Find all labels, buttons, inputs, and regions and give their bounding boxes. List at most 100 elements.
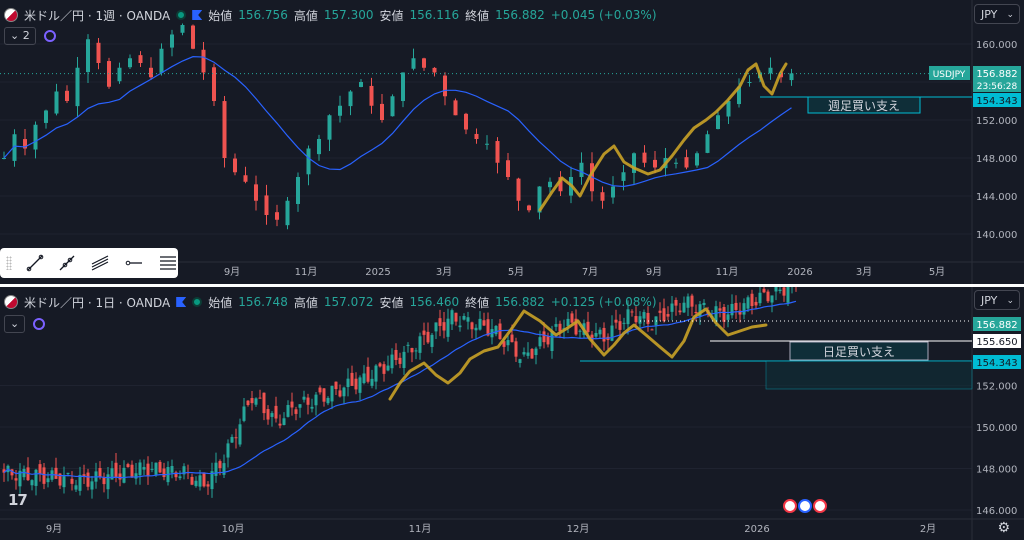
event-us-icon[interactable] [798, 499, 812, 513]
support-label-box [789, 341, 929, 361]
daily-chart-canvas[interactable]: 152.000 150.000 148.000 146.000 9月 10月 11月 12月 2… [0, 287, 1024, 540]
candle-body [254, 184, 258, 201]
candle-body [742, 303, 746, 315]
candle-body [334, 381, 338, 390]
candle-body [18, 470, 22, 487]
candle-body [266, 409, 270, 420]
daily-support-label: 日足買い支え [823, 345, 895, 359]
candle-body [374, 365, 378, 382]
candle-body [730, 303, 734, 316]
candle-body [117, 67, 122, 82]
candle-body [690, 295, 694, 307]
candle-body [138, 55, 143, 63]
candle-body [30, 480, 34, 486]
y-tick-label: 150.000 [976, 423, 1017, 434]
weekly-chart-canvas[interactable]: 160.000156.000152.000148.000144.000140.0… [0, 0, 1024, 284]
change-value: +0.125 (+0.08%) [550, 295, 657, 309]
candle-body [698, 304, 702, 317]
horizontal-ray-icon[interactable] [124, 254, 144, 272]
candle-body [422, 58, 426, 68]
collapse-indicators-button[interactable]: ⌄ [4, 315, 26, 333]
candle-body [590, 334, 594, 341]
usdjpy-flag-icon [4, 8, 18, 22]
candle-body [611, 186, 615, 198]
candle-body [346, 378, 350, 388]
candle-body [298, 404, 302, 408]
x-tick-label: 9月 [646, 266, 662, 278]
candle-body [558, 323, 562, 332]
candle-body [750, 293, 754, 307]
candle-body [162, 468, 166, 478]
flag-marker-icon[interactable] [192, 10, 203, 20]
candle-body [674, 299, 678, 306]
daily-symbol-title[interactable]: 米ドル／円 · 1日 · OANDA [24, 295, 171, 310]
event-us2-icon[interactable] [813, 499, 827, 513]
channel-icon[interactable] [90, 254, 110, 272]
currency-value: JPY [981, 8, 998, 21]
candle-body [426, 331, 430, 343]
currency-select[interactable]: JPY ⌄ [974, 4, 1020, 24]
candle-body [682, 302, 686, 313]
weekly-chart-pane[interactable]: 160.000156.000152.000148.000144.000140.0… [0, 0, 1024, 284]
x-tick-label: 9月 [46, 523, 62, 535]
daily-chart-pane[interactable]: 152.000 150.000 148.000 146.000 9月 10月 11月 12月 2… [0, 287, 1024, 540]
candle-body [518, 359, 522, 363]
currency-select[interactable]: JPY ⌄ [974, 290, 1020, 310]
candle-body [714, 306, 718, 323]
close-value: 156.882 [495, 295, 545, 309]
candle-body [350, 372, 354, 386]
candle-body [450, 310, 454, 325]
candle-body [106, 474, 110, 490]
candle-body [458, 325, 462, 328]
candle-body [54, 467, 58, 479]
drag-handle-icon[interactable] [6, 256, 12, 270]
candle-body [226, 443, 230, 458]
x-tick-label: 12月 [567, 523, 590, 535]
x-tick-label: 2月 [920, 523, 936, 535]
candle-body [33, 124, 38, 150]
candle-body [330, 385, 334, 402]
candle-body [23, 139, 27, 149]
level-tag: 155.650 [976, 337, 1017, 348]
chevron-down-icon: ⌄ [1006, 10, 1014, 20]
indicator-count: 2 [22, 29, 30, 42]
candle-body [614, 319, 618, 323]
candle-body [102, 477, 106, 485]
event-jp-icon[interactable] [783, 499, 797, 513]
flag-marker-icon[interactable] [176, 297, 187, 307]
candle-body [191, 25, 195, 49]
settings-gear-icon[interactable]: ⚙ [997, 520, 1010, 536]
trend-line-icon[interactable] [26, 254, 44, 272]
candle-body [653, 159, 657, 168]
candle-body [778, 289, 782, 292]
candle-body [194, 480, 198, 487]
ray-icon[interactable] [58, 254, 76, 272]
candle-body [422, 330, 426, 335]
candle-body [338, 390, 342, 397]
loop-icon[interactable] [43, 30, 56, 42]
candle-body [178, 476, 182, 479]
collapse-indicators-button[interactable]: ⌄ 2 [4, 27, 36, 45]
fib-levels-icon[interactable] [158, 254, 178, 272]
tradingview-logo[interactable]: 17 [8, 491, 28, 509]
market-open-icon [176, 10, 187, 20]
candle-body [258, 397, 262, 399]
x-tick-label: 10月 [222, 523, 245, 535]
candle-body [411, 58, 416, 69]
loop-icon[interactable] [33, 318, 46, 330]
candle-body [182, 466, 186, 475]
candle-body [264, 195, 269, 215]
candle-body [634, 316, 638, 323]
candle-body [366, 366, 370, 382]
pane-divider[interactable] [0, 284, 1024, 287]
candle-body [537, 186, 542, 213]
candle-body [250, 398, 254, 404]
y-tick-label: 148.000 [976, 465, 1017, 476]
candle-body [694, 311, 698, 314]
moving-average-line [3, 300, 797, 479]
candle-body [242, 406, 246, 421]
candle-body [406, 344, 410, 346]
candle-body [369, 85, 374, 106]
weekly-symbol-title[interactable]: 米ドル／円 · 1週 · OANDA [24, 8, 171, 23]
high-label: 高値 [293, 8, 318, 23]
